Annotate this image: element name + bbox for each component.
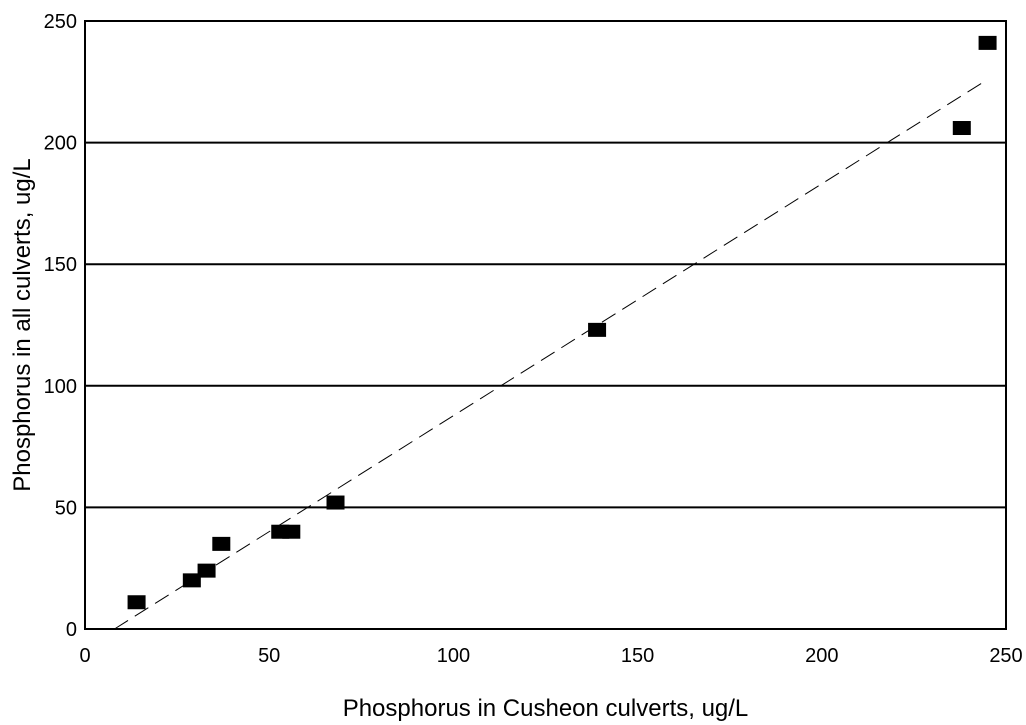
- y-tick-label: 0: [66, 619, 77, 641]
- y-axis-title: Phosphorus in all culverts, ug/L: [9, 158, 36, 492]
- data-points: [127, 35, 997, 610]
- data-point: [212, 536, 231, 551]
- x-tick-labels: 0 50 100 150 200 250: [79, 645, 1022, 667]
- data-point: [588, 322, 607, 337]
- data-point: [952, 121, 971, 136]
- data-point: [197, 563, 216, 578]
- trendline-group: [114, 81, 985, 630]
- y-tick-label: 250: [44, 11, 77, 33]
- y-tick-label: 100: [44, 376, 77, 398]
- x-tick-label: 250: [989, 645, 1022, 667]
- x-axis-title: Phosphorus in Cusheon culverts, ug/L: [343, 695, 749, 722]
- data-point: [978, 35, 997, 50]
- y-tick-label: 200: [44, 133, 77, 155]
- x-tick-label: 0: [79, 645, 90, 667]
- data-point: [182, 573, 201, 588]
- y-tick-labels: 0 50 100 150 200 250: [44, 11, 77, 641]
- x-tick-label: 50: [258, 645, 280, 667]
- y-tick-label: 150: [44, 254, 77, 276]
- x-tick-label: 150: [621, 645, 654, 667]
- trendline: [114, 81, 985, 630]
- data-point: [282, 524, 301, 539]
- x-tick-label: 200: [805, 645, 838, 667]
- data-point: [326, 495, 345, 510]
- plot-area-frame: [84, 20, 1007, 630]
- data-point: [127, 595, 146, 610]
- y-tick-label: 50: [55, 497, 77, 519]
- gridlines: [85, 141, 1006, 509]
- x-tick-label: 100: [437, 645, 470, 667]
